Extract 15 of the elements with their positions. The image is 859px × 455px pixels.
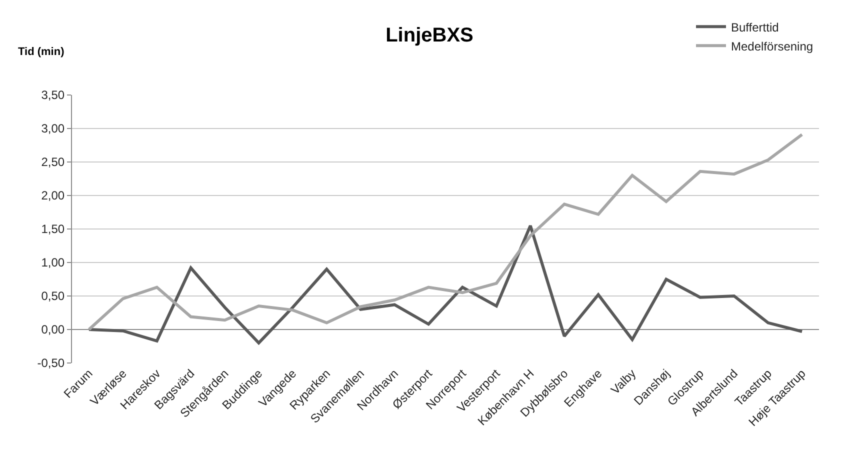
y-tick-label: 1,50 <box>41 222 65 236</box>
y-tick-label: 2,50 <box>41 155 65 170</box>
y-tick-label: 3,00 <box>41 122 65 136</box>
y-tick-label: 0,00 <box>41 322 65 337</box>
legend-label: Medelförsening <box>731 39 814 54</box>
y-tick-label: 2,00 <box>41 188 65 203</box>
chart-title: LinjeBXS <box>386 24 474 46</box>
line-series <box>87 133 804 331</box>
y-tick-label: -0,50 <box>37 356 65 370</box>
y-tick-label: 1,00 <box>41 256 65 270</box>
y-axis-title: Tid (min) <box>18 46 65 58</box>
legend-label: Bufferttid <box>731 20 779 34</box>
line-series <box>87 224 804 344</box>
y-tick-label: 0,50 <box>41 289 65 304</box>
y-tick-label: 3,50 <box>41 88 65 102</box>
